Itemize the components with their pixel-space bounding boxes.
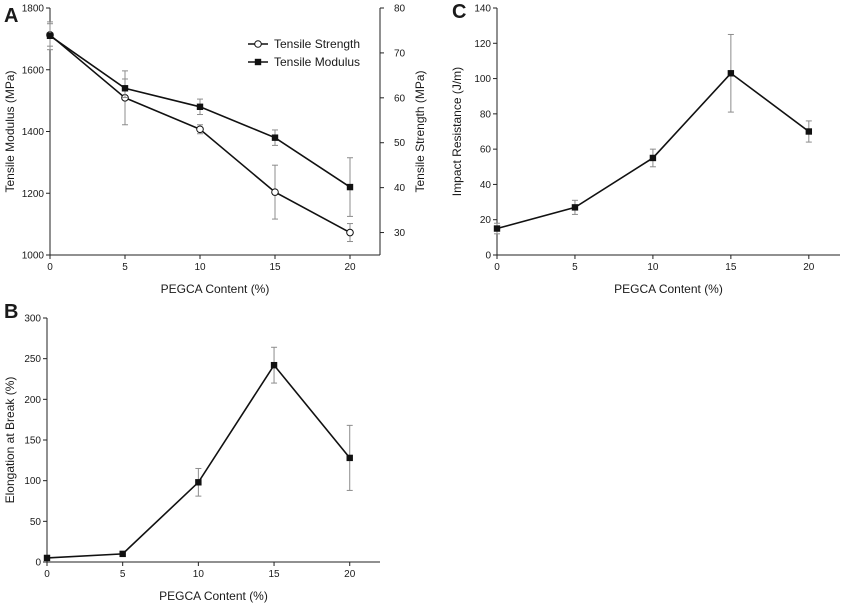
data-point bbox=[271, 134, 279, 141]
x-axis-label: PEGCA Content (%) bbox=[159, 589, 268, 603]
x-axis-label: PEGCA Content (%) bbox=[614, 282, 723, 296]
data-point bbox=[493, 225, 501, 232]
x-tick-label: 10 bbox=[647, 262, 659, 273]
x-tick-label: 10 bbox=[193, 569, 205, 580]
data-point bbox=[46, 32, 54, 39]
panel-label: C bbox=[452, 1, 466, 23]
x-tick-label: 5 bbox=[572, 262, 578, 273]
y-tick-label: 0 bbox=[35, 558, 41, 569]
y-tick-label: 40 bbox=[480, 180, 492, 191]
x-tick-label: 0 bbox=[47, 262, 53, 273]
y-tick-label: 200 bbox=[24, 395, 41, 406]
data-point bbox=[270, 361, 278, 369]
data-point bbox=[121, 85, 129, 92]
data-point bbox=[805, 128, 813, 135]
y-tick-label: 100 bbox=[24, 476, 41, 487]
y-tick-label: 1000 bbox=[22, 251, 45, 262]
y2-tick-label: 70 bbox=[394, 48, 406, 59]
data-point bbox=[346, 183, 354, 191]
data-point bbox=[119, 550, 126, 558]
data-point bbox=[196, 125, 204, 134]
legend-label: Tensile Modulus bbox=[274, 55, 360, 69]
x-tick-label: 15 bbox=[268, 569, 280, 580]
y-axis-label: Impact Resistance (J/m) bbox=[450, 67, 464, 196]
legend: Tensile Strength Tensile Modulus bbox=[248, 37, 360, 69]
y-tick-label: 80 bbox=[480, 109, 492, 120]
y-tick-label: 60 bbox=[480, 145, 492, 156]
x-tick-label: 10 bbox=[194, 262, 206, 273]
y-tick-label: 300 bbox=[24, 314, 41, 325]
data-point bbox=[727, 70, 735, 77]
x-tick-label: 5 bbox=[120, 569, 126, 580]
y2-tick-label: 30 bbox=[394, 228, 406, 239]
y-tick-label: 100 bbox=[474, 74, 491, 85]
x-axis-label: PEGCA Content (%) bbox=[161, 282, 270, 296]
y2-axis-label: Tensile Strength (MPa) bbox=[413, 70, 427, 192]
x-tick-label: 20 bbox=[803, 262, 815, 273]
y-tick-label: 150 bbox=[24, 436, 41, 447]
x-tick-label: 15 bbox=[725, 262, 737, 273]
data-point bbox=[649, 154, 657, 162]
y2-tick-label: 60 bbox=[394, 93, 406, 104]
legend-marker bbox=[254, 40, 262, 48]
chart-panel-a: A 0 5 10 15 20 1000 1200 1400 1600 1800 30 40 50 60 70 8… bbox=[3, 4, 427, 297]
y-tick-label: 1400 bbox=[22, 127, 45, 138]
y2-tick-label: 80 bbox=[394, 4, 406, 15]
series-line bbox=[46, 363, 351, 559]
panel-label: A bbox=[4, 5, 18, 27]
x-tick-label: 0 bbox=[44, 569, 50, 580]
x-tick-label: 20 bbox=[344, 569, 356, 580]
y2-tick-label: 40 bbox=[394, 183, 406, 194]
x-tick-label: 20 bbox=[344, 262, 356, 273]
legend-marker bbox=[254, 58, 262, 66]
y-tick-label: 140 bbox=[474, 4, 491, 15]
panel-label: B bbox=[4, 301, 18, 323]
y-tick-label: 1800 bbox=[22, 4, 45, 15]
x-tick-label: 15 bbox=[269, 262, 281, 273]
y-tick-label: 120 bbox=[474, 39, 491, 50]
data-point bbox=[571, 204, 579, 211]
x-tick-label: 5 bbox=[122, 262, 128, 273]
y-tick-label: 1200 bbox=[22, 189, 45, 200]
legend-label: Tensile Strength bbox=[274, 37, 360, 51]
chart-panel-c: C 0 5 10 15 20 0 20 40 60 80 100 120 140 PEGCA Content… bbox=[450, 1, 840, 296]
y-axis-label: Elongation at Break (%) bbox=[3, 377, 17, 504]
data-point bbox=[346, 228, 354, 237]
y-axis-label: Tensile Modulus (MPa) bbox=[3, 70, 17, 192]
data-point bbox=[271, 188, 279, 196]
y-tick-label: 0 bbox=[485, 251, 491, 262]
x-tick-label: 0 bbox=[494, 262, 500, 273]
y-tick-label: 50 bbox=[30, 517, 42, 528]
y-tick-label: 20 bbox=[480, 215, 492, 226]
y2-tick-label: 50 bbox=[394, 138, 406, 149]
y-tick-label: 1600 bbox=[22, 65, 45, 76]
data-point bbox=[43, 554, 51, 562]
data-point bbox=[346, 454, 353, 462]
y-tick-label: 250 bbox=[24, 354, 41, 365]
data-point bbox=[195, 479, 202, 486]
data-point bbox=[196, 103, 204, 110]
